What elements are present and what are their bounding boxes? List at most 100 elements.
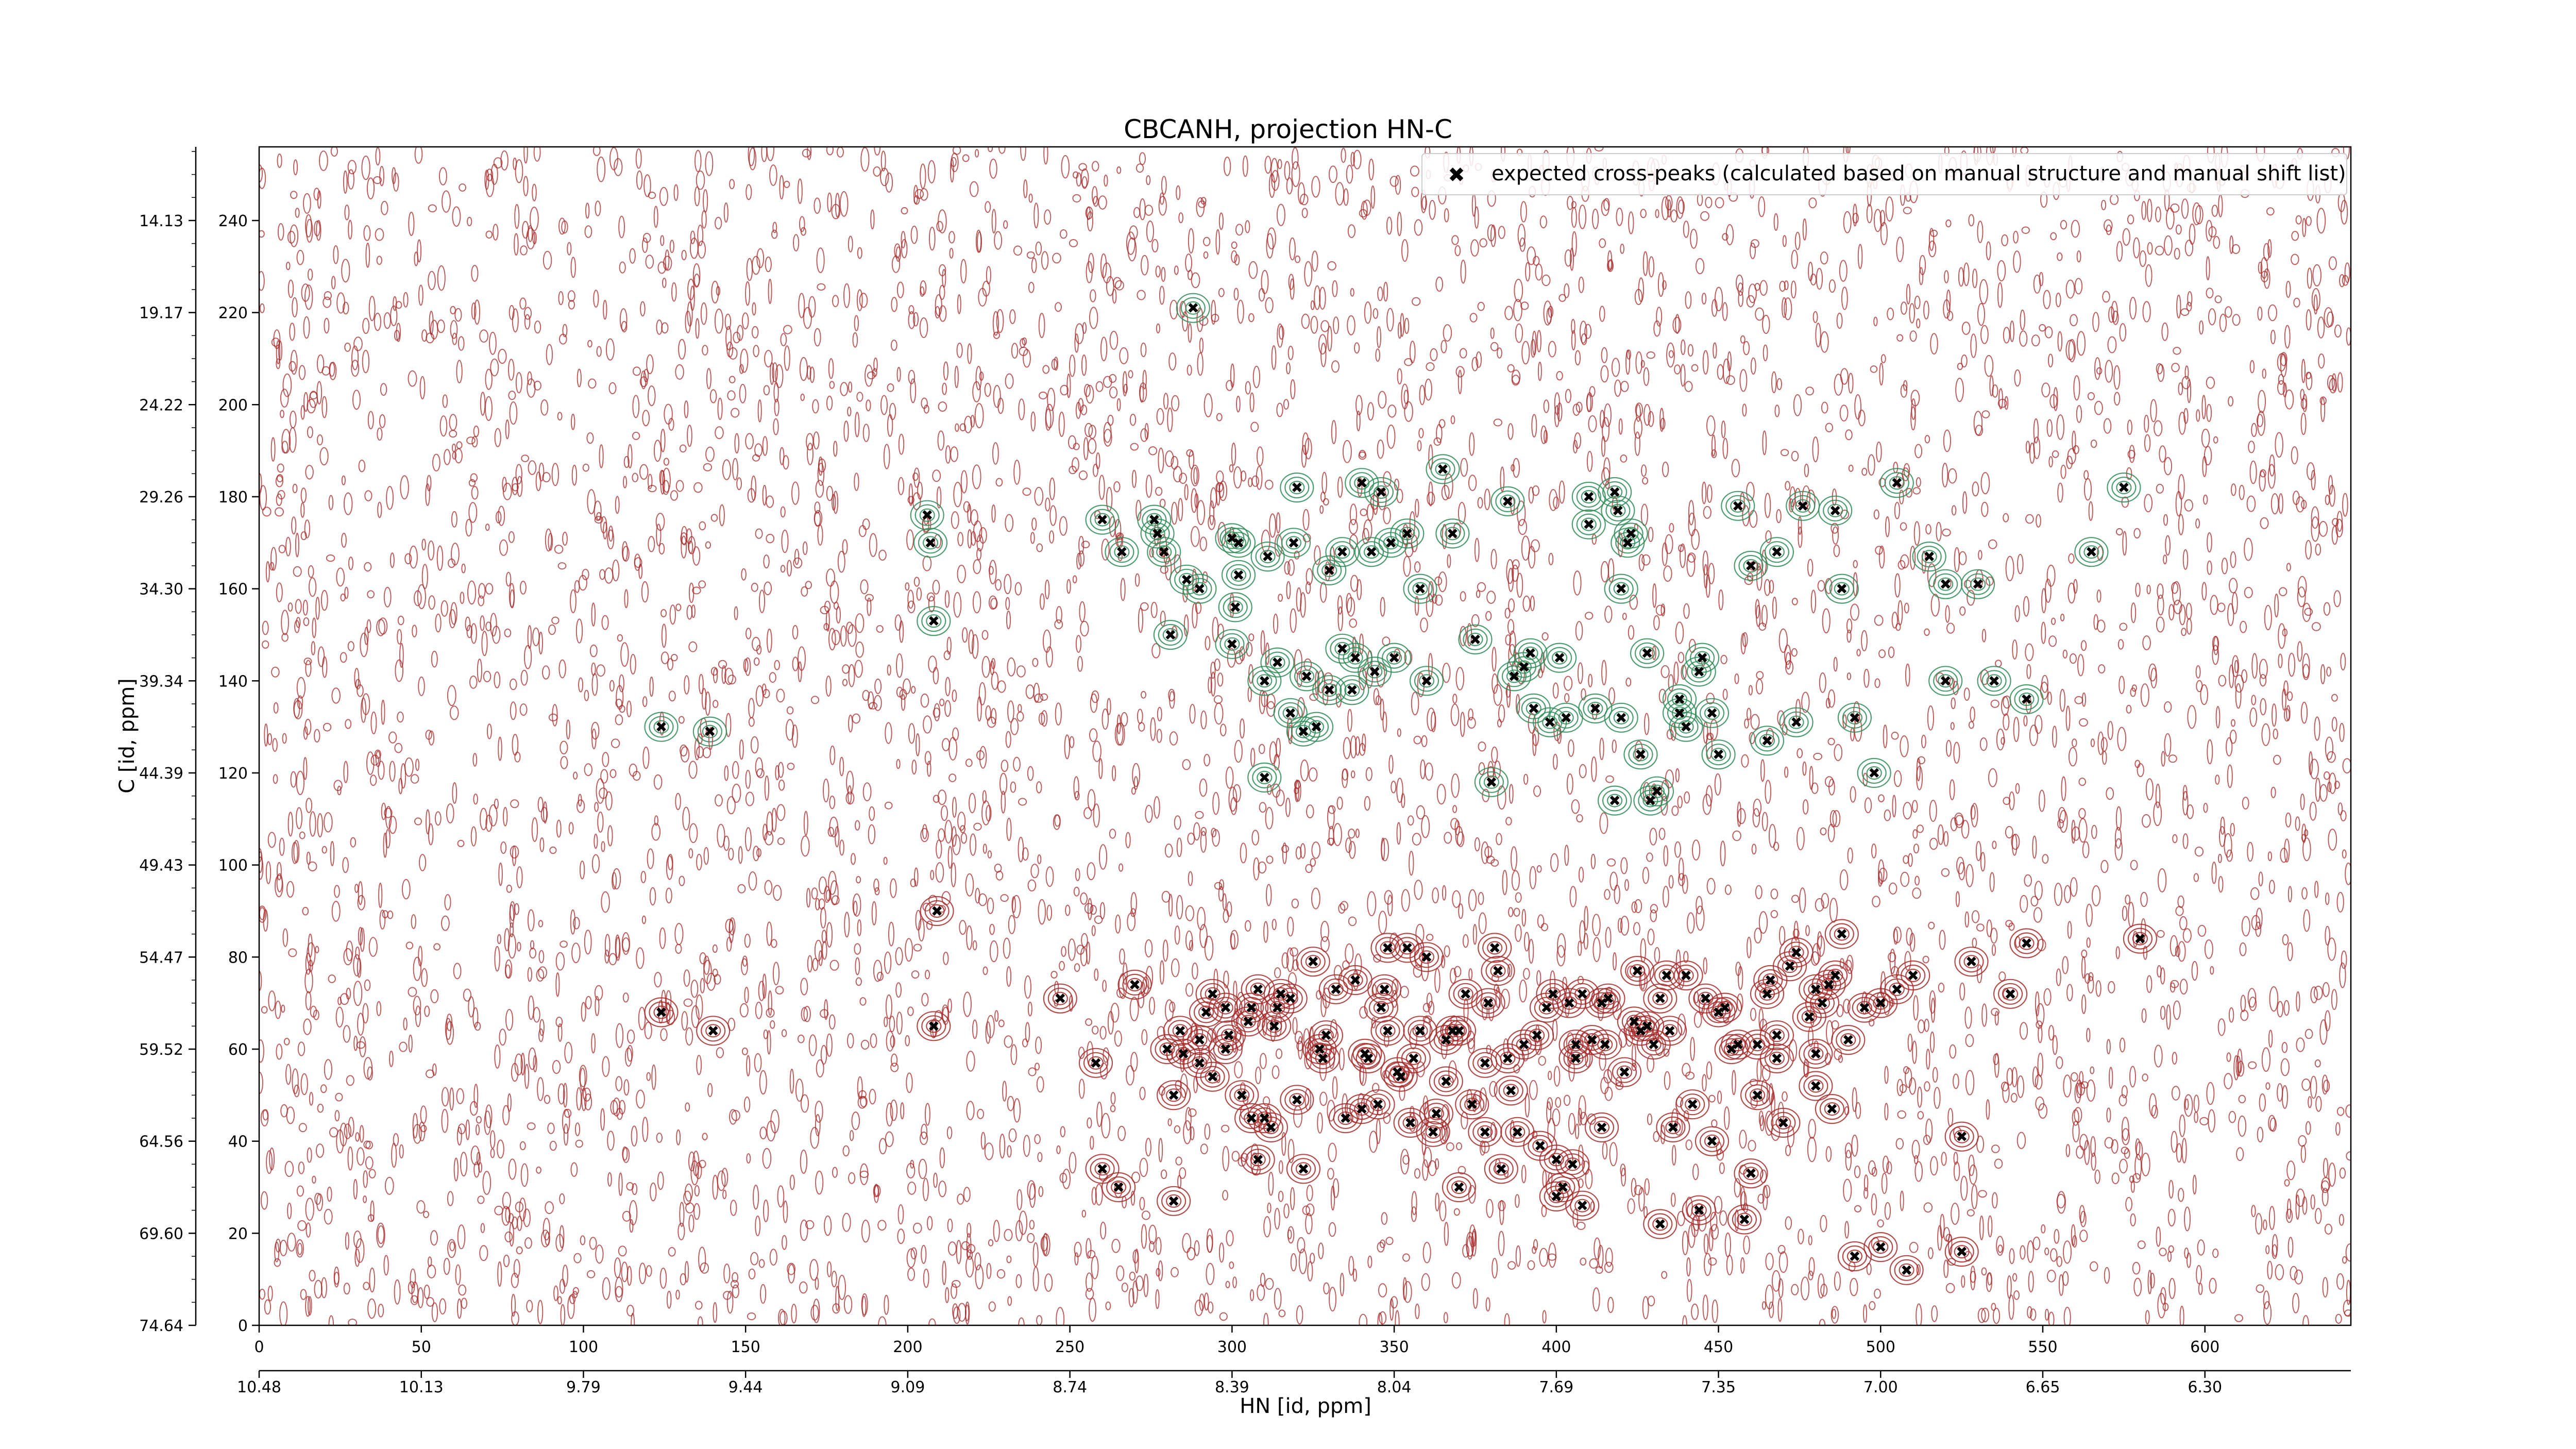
noise-contour — [303, 193, 311, 214]
noise-contour — [1504, 608, 1511, 619]
noise-contour — [832, 1167, 838, 1178]
noise-contour — [1706, 732, 1714, 740]
noise-contour — [2251, 653, 2258, 679]
noise-contour — [1323, 1282, 1330, 1295]
noise-contour — [2119, 323, 2127, 342]
noise-contour — [2119, 676, 2125, 694]
noise-contour — [1010, 781, 1016, 793]
noise-contour — [2338, 1214, 2344, 1226]
noise-contour — [1301, 313, 1310, 329]
noise-contour — [1402, 1155, 1410, 1165]
noise-contour — [497, 1139, 504, 1159]
noise-contour — [1591, 703, 1598, 720]
noise-contour — [1438, 419, 1446, 428]
noise-contour — [1874, 615, 1884, 626]
noise-contour — [854, 943, 861, 955]
noise-contour — [807, 443, 814, 465]
noise-contour — [2249, 460, 2257, 484]
noise-contour — [887, 414, 893, 437]
noise-contour — [1276, 512, 1281, 534]
noise-contour — [1331, 420, 1337, 444]
noise-contour — [1386, 424, 1396, 449]
noise-contour — [369, 1267, 376, 1293]
noise-contour — [1929, 990, 1936, 1014]
noise-contour — [751, 582, 758, 592]
noise-contour — [2291, 254, 2299, 265]
noise-contour — [1979, 737, 1988, 751]
noise-contour — [383, 1255, 389, 1276]
noise-contour — [1750, 1096, 1758, 1109]
noise-contour — [995, 870, 1004, 881]
noise-contour — [1863, 1174, 1869, 1191]
noise-contour — [626, 700, 632, 717]
noise-contour — [1479, 238, 1487, 248]
noise-contour — [1100, 1063, 1108, 1080]
noise-contour — [1421, 815, 1430, 838]
noise-contour — [2201, 582, 2207, 601]
noise-contour — [1725, 224, 1734, 246]
noise-contour — [2310, 986, 2318, 1004]
noise-contour — [1275, 1048, 1283, 1059]
noise-contour — [1804, 463, 1809, 478]
noise-contour — [669, 604, 676, 625]
noise-contour — [967, 503, 972, 524]
noise-contour — [261, 1006, 268, 1014]
noise-contour — [399, 1144, 404, 1159]
noise-contour — [1459, 348, 1467, 359]
noise-contour — [1817, 1273, 1825, 1299]
noise-contour — [2320, 397, 2326, 423]
noise-contour — [1090, 905, 1097, 915]
noise-contour — [2149, 1272, 2155, 1289]
noise-contour — [1129, 413, 1137, 426]
noise-contour — [791, 1304, 797, 1324]
noise-contour — [307, 1296, 312, 1316]
noise-contour — [2331, 694, 2338, 702]
noise-contour — [653, 440, 662, 462]
noise-contour — [513, 1259, 520, 1278]
noise-contour — [2115, 806, 2122, 831]
noise-contour — [1257, 1284, 1265, 1301]
noise-contour — [1001, 790, 1006, 814]
noise-contour — [643, 174, 651, 197]
noise-contour — [1193, 1075, 1198, 1093]
noise-contour — [817, 462, 825, 486]
noise-contour — [1584, 905, 1588, 931]
noise-contour — [489, 331, 497, 355]
noise-contour — [1916, 766, 1923, 790]
noise-contour — [1515, 1194, 1520, 1208]
noise-contour — [2217, 1018, 2226, 1036]
noise-contour — [1294, 255, 1301, 263]
noise-contour — [996, 309, 1004, 333]
noise-contour — [1428, 653, 1433, 678]
noise-contour — [957, 532, 964, 547]
noise-contour — [1404, 358, 1413, 366]
noise-contour — [1566, 1032, 1574, 1054]
noise-contour — [1179, 1167, 1187, 1179]
noise-contour — [1043, 147, 1048, 165]
noise-contour — [2172, 581, 2181, 605]
noise-contour — [259, 230, 265, 238]
noise-contour — [1910, 406, 1916, 431]
noise-contour — [1665, 534, 1673, 554]
noise-contour — [1807, 559, 1814, 577]
noise-contour — [933, 1172, 938, 1188]
noise-contour — [1264, 156, 1272, 174]
noise-contour — [1668, 674, 1674, 692]
noise-contour — [2307, 267, 2313, 289]
noise-contour — [345, 719, 352, 729]
noise-contour — [1040, 1236, 1048, 1252]
noise-contour — [1391, 781, 1397, 794]
noise-contour — [1799, 887, 1806, 913]
noise-contour — [2318, 521, 2328, 537]
noise-contour — [405, 941, 414, 950]
noise-contour — [306, 851, 311, 865]
noise-contour — [1067, 938, 1076, 961]
noise-contour — [1101, 708, 1109, 730]
noise-contour — [897, 1228, 905, 1244]
noise-contour — [296, 677, 306, 699]
noise-contour — [1167, 407, 1173, 432]
noise-contour — [1323, 498, 1329, 506]
noise-contour — [1500, 466, 1505, 492]
noise-contour — [1958, 267, 1964, 287]
noise-contour — [1924, 1081, 1930, 1092]
